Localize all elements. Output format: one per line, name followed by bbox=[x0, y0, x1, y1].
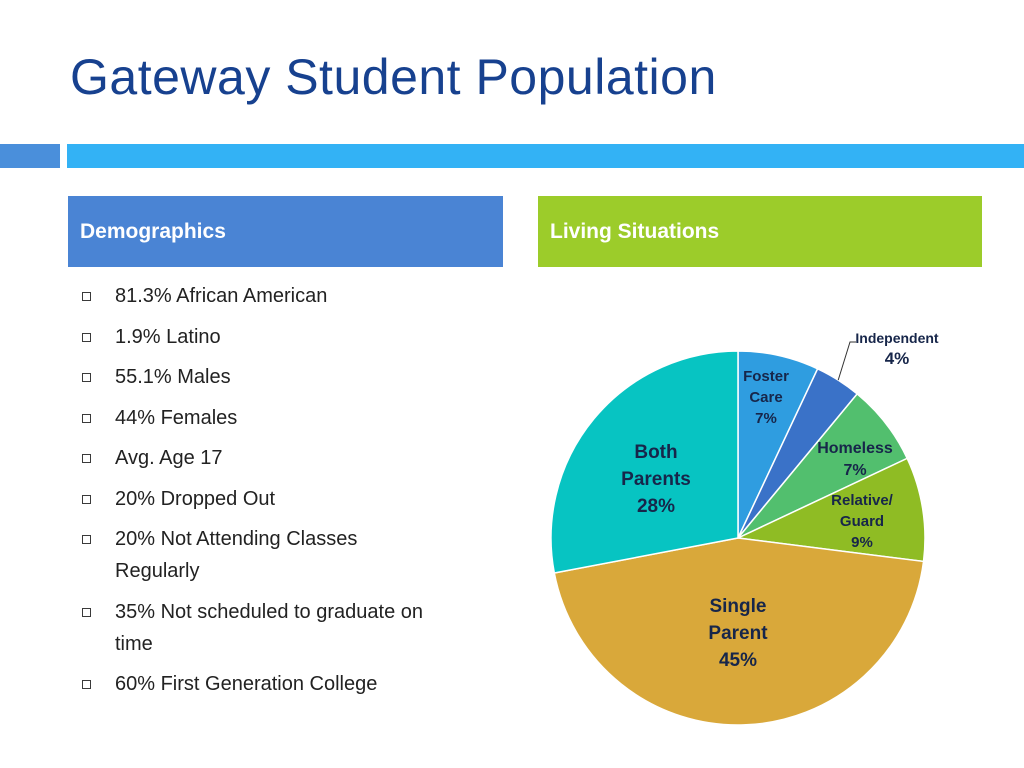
square-bullet-icon bbox=[82, 413, 91, 423]
pie-label: Homeless 7% bbox=[817, 440, 893, 479]
square-bullet-icon bbox=[82, 494, 91, 504]
living-situations-pie-chart: Foster Care 7% Independent 4% Homeless 7% Relat… bbox=[550, 330, 939, 726]
pie-label: Foster Care 7% bbox=[743, 368, 789, 427]
pie-label-line: 45% bbox=[719, 650, 757, 671]
accent-bar-long bbox=[67, 144, 1024, 168]
square-bullet-icon bbox=[82, 373, 91, 382]
square-bullet-icon bbox=[82, 535, 91, 544]
bullet-text: 60% First Generation College bbox=[115, 673, 378, 695]
pie-label-line: Care bbox=[749, 389, 782, 406]
bullet-text: 1.9% Latino bbox=[115, 325, 221, 348]
leader-line bbox=[837, 341, 856, 381]
demographics-list: 81.3% African American 1.9% Latino 55.1% M… bbox=[78, 280, 498, 709]
bullet-text: Avg. Age 17 bbox=[115, 447, 223, 469]
living-situations-header: Living Situations bbox=[538, 196, 982, 267]
pie-label: Single Parent 45% bbox=[708, 596, 768, 671]
pie-label-line: Homeless bbox=[817, 440, 893, 457]
bullet-text: 55.1% Males bbox=[115, 366, 231, 388]
pie-label-line: Single bbox=[709, 596, 766, 617]
pie-label: Both Parents 28% bbox=[621, 442, 691, 517]
pie-label-line: Parent bbox=[708, 623, 768, 644]
demographics-bullet: 81.3% African American bbox=[78, 280, 498, 312]
demographics-bullet: 60% First Generation College bbox=[78, 668, 498, 700]
pie-label-line: Guard bbox=[840, 513, 884, 530]
bullet-text: 81.3% African American bbox=[115, 285, 328, 307]
pie-label-line: Parents bbox=[621, 469, 691, 490]
square-bullet-icon bbox=[82, 332, 91, 342]
pie-label: Independent 4% bbox=[855, 330, 939, 368]
pie-label-line: 7% bbox=[755, 410, 777, 427]
pie-label-line: 28% bbox=[637, 496, 675, 517]
pie-label-line: Both bbox=[634, 442, 677, 463]
bullet-text: 44% Females bbox=[115, 406, 238, 429]
accent-bar-small bbox=[0, 144, 60, 168]
pie-label-line: 4% bbox=[885, 349, 910, 368]
square-bullet-icon bbox=[82, 454, 91, 463]
bullet-text: Regularly bbox=[115, 560, 200, 582]
demographics-bullet: 35% Not scheduled to graduate on time bbox=[78, 596, 498, 660]
slide-title: Gateway Student Population bbox=[70, 49, 717, 105]
square-bullet-icon bbox=[82, 607, 91, 617]
bullet-text: 20% Dropped Out bbox=[115, 487, 276, 510]
demographics-bullet: 44% Females bbox=[78, 402, 498, 434]
demographics-bullet: Avg. Age 17 bbox=[78, 442, 498, 474]
pie-slice-single-parent bbox=[553, 537, 925, 726]
bullet-text: 20% Not Attending Classes bbox=[115, 528, 358, 550]
square-bullet-icon bbox=[82, 292, 91, 301]
bullet-text: time bbox=[115, 632, 153, 655]
bullet-text: 35% Not scheduled to graduate on bbox=[115, 600, 423, 623]
pie-slice-both-parents bbox=[550, 350, 739, 574]
pie-label-line: Foster bbox=[743, 368, 789, 385]
demographics-header: Demographics bbox=[68, 196, 503, 267]
demographics-bullet: 20% Not Attending Classes Regularly bbox=[78, 523, 498, 587]
square-bullet-icon bbox=[82, 680, 91, 689]
pie-label-line: Relative/ bbox=[831, 492, 894, 509]
pie-slice-relative-guard bbox=[735, 457, 926, 563]
demographics-bullet: 55.1% Males bbox=[78, 361, 498, 393]
demographics-bullet: 1.9% Latino bbox=[78, 321, 498, 353]
demographics-bullet: 20% Dropped Out bbox=[78, 483, 498, 515]
pie-label-line: 7% bbox=[843, 462, 866, 479]
pie-label: Relative/Guard 9% bbox=[831, 492, 894, 551]
pie-label-line: 9% bbox=[851, 534, 873, 551]
pie-label-line: Independent bbox=[855, 330, 939, 346]
